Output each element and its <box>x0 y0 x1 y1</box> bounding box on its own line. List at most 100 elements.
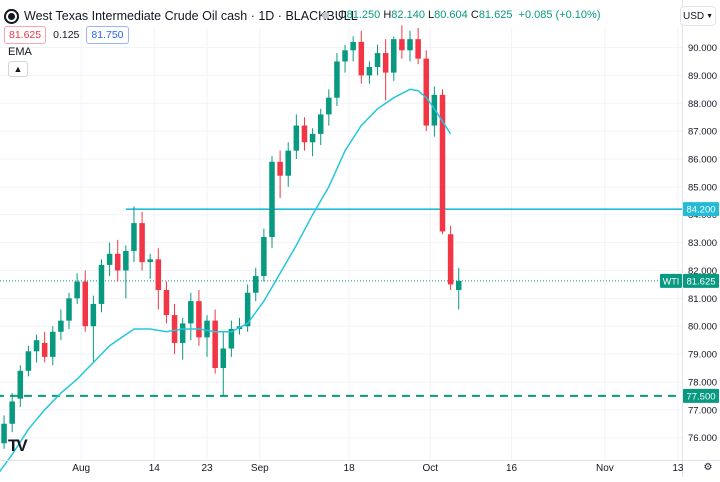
header: West Texas Intermediate Crude Oil cash ·… <box>4 5 358 27</box>
candle-body <box>423 58 430 126</box>
candle-body <box>455 280 462 290</box>
ohlc-legend: O81.250 H82.140 L80.604 C81.625 +0.085 (… <box>322 9 600 21</box>
candle-body <box>374 53 381 68</box>
x-tick-label: 16 <box>506 463 518 474</box>
candle-body <box>358 41 365 76</box>
candle-body <box>74 281 80 299</box>
candle-body <box>1 423 7 444</box>
candle-body <box>155 259 162 290</box>
ohlc-high-key: H <box>383 9 392 21</box>
horizontal-lines <box>0 208 682 397</box>
price-labels: 84.200 77.500 WTI 81.625 <box>660 202 719 403</box>
ohlc-open-value: 81.250 <box>346 9 381 21</box>
y-tick-label: 83.000 <box>688 238 717 249</box>
y-tick-label: 86.000 <box>688 154 717 165</box>
candle-body <box>90 303 97 327</box>
chevron-down-icon: ▼ <box>706 12 714 20</box>
y-tick-label: 80.000 <box>688 322 717 333</box>
candle-body <box>317 114 324 134</box>
x-tick-label: Oct <box>423 463 439 474</box>
candle-body <box>50 331 56 357</box>
candle-body <box>17 370 24 399</box>
candle-body <box>334 61 340 98</box>
x-tick-label: 23 <box>201 463 213 474</box>
candle-body <box>131 223 137 251</box>
indicator-label[interactable]: EMA <box>8 46 32 58</box>
candle-body <box>188 301 194 324</box>
candle-body <box>220 348 227 369</box>
symbol-tag: WTI <box>663 276 680 286</box>
ohlc-high-value: 82.140 <box>391 9 425 21</box>
collapse-legend-button[interactable]: ▲ <box>8 61 28 77</box>
candle-body <box>58 320 64 332</box>
y-tick-label: 88.000 <box>688 99 717 110</box>
candle-body <box>114 253 121 271</box>
tradingview-logo[interactable]: TV <box>8 436 28 455</box>
level-price-label: 77.500 <box>686 391 715 402</box>
candle-body <box>82 281 89 327</box>
y-tick-label: 79.000 <box>688 350 717 361</box>
y-tick-label: 87.000 <box>688 127 717 138</box>
settings-icon[interactable]: ⚙ <box>703 462 713 473</box>
candle-body <box>309 133 316 143</box>
candle-body <box>33 340 40 352</box>
candle-body <box>139 223 145 263</box>
ohlc-open-key: O <box>338 9 347 21</box>
candle-body <box>326 97 332 115</box>
candle-body <box>123 250 129 271</box>
candle-body <box>285 150 291 176</box>
candle-body <box>407 39 413 51</box>
candle-body <box>277 161 283 176</box>
quote-bar: 81.625 0.125 81.750 <box>4 26 129 44</box>
candle-body <box>41 342 48 357</box>
spread-value: 0.125 <box>53 29 80 41</box>
candle-body <box>431 94 438 126</box>
candles <box>1 25 462 449</box>
candle-body <box>301 125 308 143</box>
candle-body <box>391 39 397 73</box>
chart-title[interactable]: West Texas Intermediate Crude Oil cash ·… <box>24 9 358 23</box>
candle-body <box>244 292 251 327</box>
candle-body <box>9 401 15 424</box>
x-tick-label: 13 <box>672 463 684 474</box>
y-tick-label: 76.000 <box>688 433 717 444</box>
candle-body <box>366 67 373 76</box>
candle-body <box>261 237 267 277</box>
last-price-label-bg <box>683 273 719 288</box>
price-axis: 90.00089.00088.00087.00086.00085.00084.0… <box>682 0 717 477</box>
candle-body <box>293 125 300 151</box>
ema-line <box>0 88 452 473</box>
ohlc-low-value: 80.604 <box>434 9 468 21</box>
last-price-label: 81.625 <box>686 276 715 287</box>
candle-body <box>228 329 235 349</box>
y-tick-label: 81.000 <box>688 294 717 305</box>
candle-body <box>147 259 153 263</box>
y-tick-label: 89.000 <box>688 71 717 82</box>
sell-price-button[interactable]: 81.625 <box>4 26 47 44</box>
y-tick-label: 85.000 <box>688 182 717 193</box>
x-tick-label: Nov <box>596 463 614 474</box>
symbol-logo-icon[interactable] <box>4 8 19 24</box>
market-status-icon[interactable] <box>322 11 329 19</box>
y-tick-label: 78.000 <box>688 377 717 388</box>
candle-body <box>179 323 186 343</box>
candle-body <box>204 320 210 338</box>
candle-body <box>439 94 446 232</box>
time-axis: Aug 14 23 Sep 18 Oct 16 Nov 13 <box>0 460 720 474</box>
candle-body <box>342 50 348 62</box>
ohlc-close-key: C <box>470 9 479 21</box>
candle-body <box>196 301 202 338</box>
ohlc-close-value: 81.625 <box>478 9 513 21</box>
x-tick-label: Sep <box>251 463 269 474</box>
candle-body <box>399 39 405 51</box>
candle-body <box>212 320 218 369</box>
candle-body <box>171 315 178 343</box>
currency-button[interactable]: USD ▼ <box>680 6 716 26</box>
candle-body <box>382 53 389 73</box>
candle-body <box>66 298 72 321</box>
buy-price-button[interactable]: 81.750 <box>86 26 129 44</box>
y-tick-label: 90.000 <box>688 43 717 54</box>
candle-body <box>447 234 454 285</box>
